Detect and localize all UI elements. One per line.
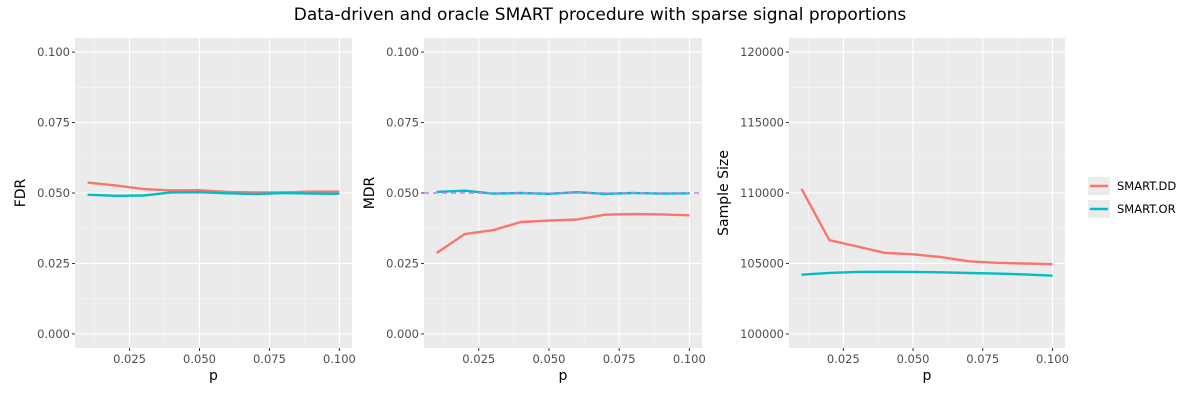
x-tick-label: 0.075 — [603, 352, 636, 366]
x-axis-title: p — [923, 368, 932, 384]
y-tick-label: 0.025 — [37, 256, 70, 270]
legend-label: SMART.DD — [1117, 179, 1176, 193]
x-tick-label: 0.050 — [897, 352, 930, 366]
y-tick-label: 115000 — [740, 116, 784, 130]
panel-3: 100000 105000 110000 115000 120000 0.025 0.050… — [716, 38, 1069, 384]
series-line-smart-dd — [87, 181, 340, 194]
y-axis-title: MDR — [362, 176, 378, 209]
panels-group: 0.000 0.025 0.050 0.075 0.100 0.025 0.050 0.075… — [13, 38, 1069, 384]
y-tick-label: 0.100 — [37, 45, 70, 59]
y-tick-label: 120000 — [740, 45, 784, 59]
y-tick-label: 0.100 — [386, 45, 419, 59]
x-tick-label: 0.075 — [966, 352, 999, 366]
y-tick-label: 0.050 — [386, 186, 419, 200]
series-line-smart-or — [801, 270, 1053, 277]
y-tick-label: 0.075 — [37, 116, 70, 130]
x-axis-title: p — [209, 368, 218, 384]
y-tick-label: 0.000 — [386, 327, 419, 341]
legend-label: SMART.OR — [1117, 202, 1176, 216]
x-tick-label: 0.025 — [462, 352, 495, 366]
x-tick-label: 0.100 — [323, 352, 356, 366]
y-tick-label: 0.075 — [386, 116, 419, 130]
series-line-smart-or — [87, 190, 340, 198]
series-line-smart-dd — [800, 188, 1053, 266]
x-tick-label: 0.025 — [827, 352, 860, 366]
y-tick-label: 105000 — [740, 256, 784, 270]
x-tick-label: 0.050 — [532, 352, 565, 366]
x-tick-label: 0.100 — [1036, 352, 1069, 366]
y-tick-label: 100000 — [740, 327, 784, 341]
x-tick-label: 0.075 — [253, 352, 286, 366]
y-tick-label: 0.025 — [386, 256, 419, 270]
y-tick-label: 0.050 — [37, 186, 70, 200]
series-line-smart-dd — [435, 212, 690, 254]
panel-1: 0.000 0.025 0.050 0.075 0.100 0.025 0.050 0.075… — [13, 38, 356, 384]
x-axis-title: p — [559, 368, 568, 384]
x-tick-label: 0.025 — [113, 352, 146, 366]
x-tick-label: 0.100 — [673, 352, 706, 366]
x-tick-label: 0.050 — [183, 352, 216, 366]
y-axis-title: Sample Size — [716, 150, 732, 236]
y-tick-label: 110000 — [740, 186, 784, 200]
chart-title: Data-driven and oracle SMART procedure w… — [294, 5, 907, 25]
y-tick-label: 0.000 — [37, 327, 70, 341]
legend: SMART.DD SMART.OR — [1087, 176, 1187, 222]
y-axis-title: FDR — [13, 178, 29, 207]
panel-2: 0.000 0.025 0.050 0.075 0.100 0.025 0.050 0.075… — [362, 38, 706, 384]
